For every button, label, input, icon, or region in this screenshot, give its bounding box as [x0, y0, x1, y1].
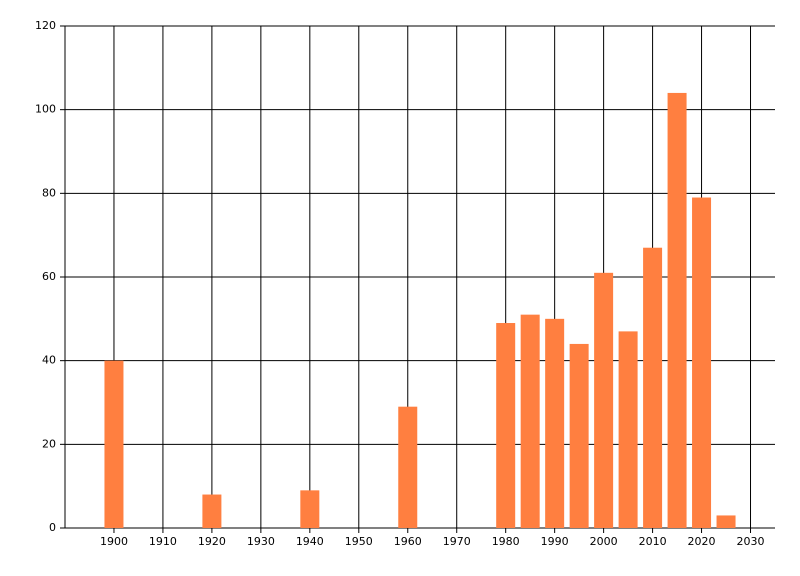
x-tick-label: 2030 — [737, 535, 765, 548]
x-tick-label: 2000 — [590, 535, 618, 548]
x-tick-label: 1990 — [541, 535, 569, 548]
x-tick-label: 1930 — [247, 535, 275, 548]
x-tick-label: 1960 — [394, 535, 422, 548]
bar — [618, 331, 638, 528]
bar — [202, 494, 222, 528]
bar — [520, 314, 540, 528]
x-tick-label: 2020 — [688, 535, 716, 548]
y-tick-label: 20 — [42, 437, 56, 450]
bar — [545, 318, 565, 528]
y-tick-label: 0 — [49, 521, 56, 534]
y-tick-label: 60 — [42, 270, 56, 283]
bar — [569, 343, 589, 528]
x-tick-label: 1920 — [198, 535, 226, 548]
x-tick-label: 1980 — [492, 535, 520, 548]
x-tick-label: 1940 — [296, 535, 324, 548]
y-tick-label: 80 — [42, 186, 56, 199]
bar — [104, 360, 124, 528]
bar — [398, 406, 418, 528]
bar — [716, 515, 736, 528]
bar — [496, 323, 516, 528]
x-tick-label: 1950 — [345, 535, 373, 548]
x-tick-label: 2010 — [639, 535, 667, 548]
bar — [300, 490, 320, 528]
bar — [643, 247, 663, 528]
bar — [594, 272, 614, 528]
x-tick-label: 1910 — [149, 535, 177, 548]
bar — [692, 197, 712, 528]
x-tick-label: 1900 — [100, 535, 128, 548]
y-tick-label: 120 — [35, 19, 56, 32]
y-tick-label: 40 — [42, 354, 56, 367]
bar — [667, 92, 687, 528]
x-tick-label: 1970 — [443, 535, 471, 548]
y-tick-label: 100 — [35, 103, 56, 116]
